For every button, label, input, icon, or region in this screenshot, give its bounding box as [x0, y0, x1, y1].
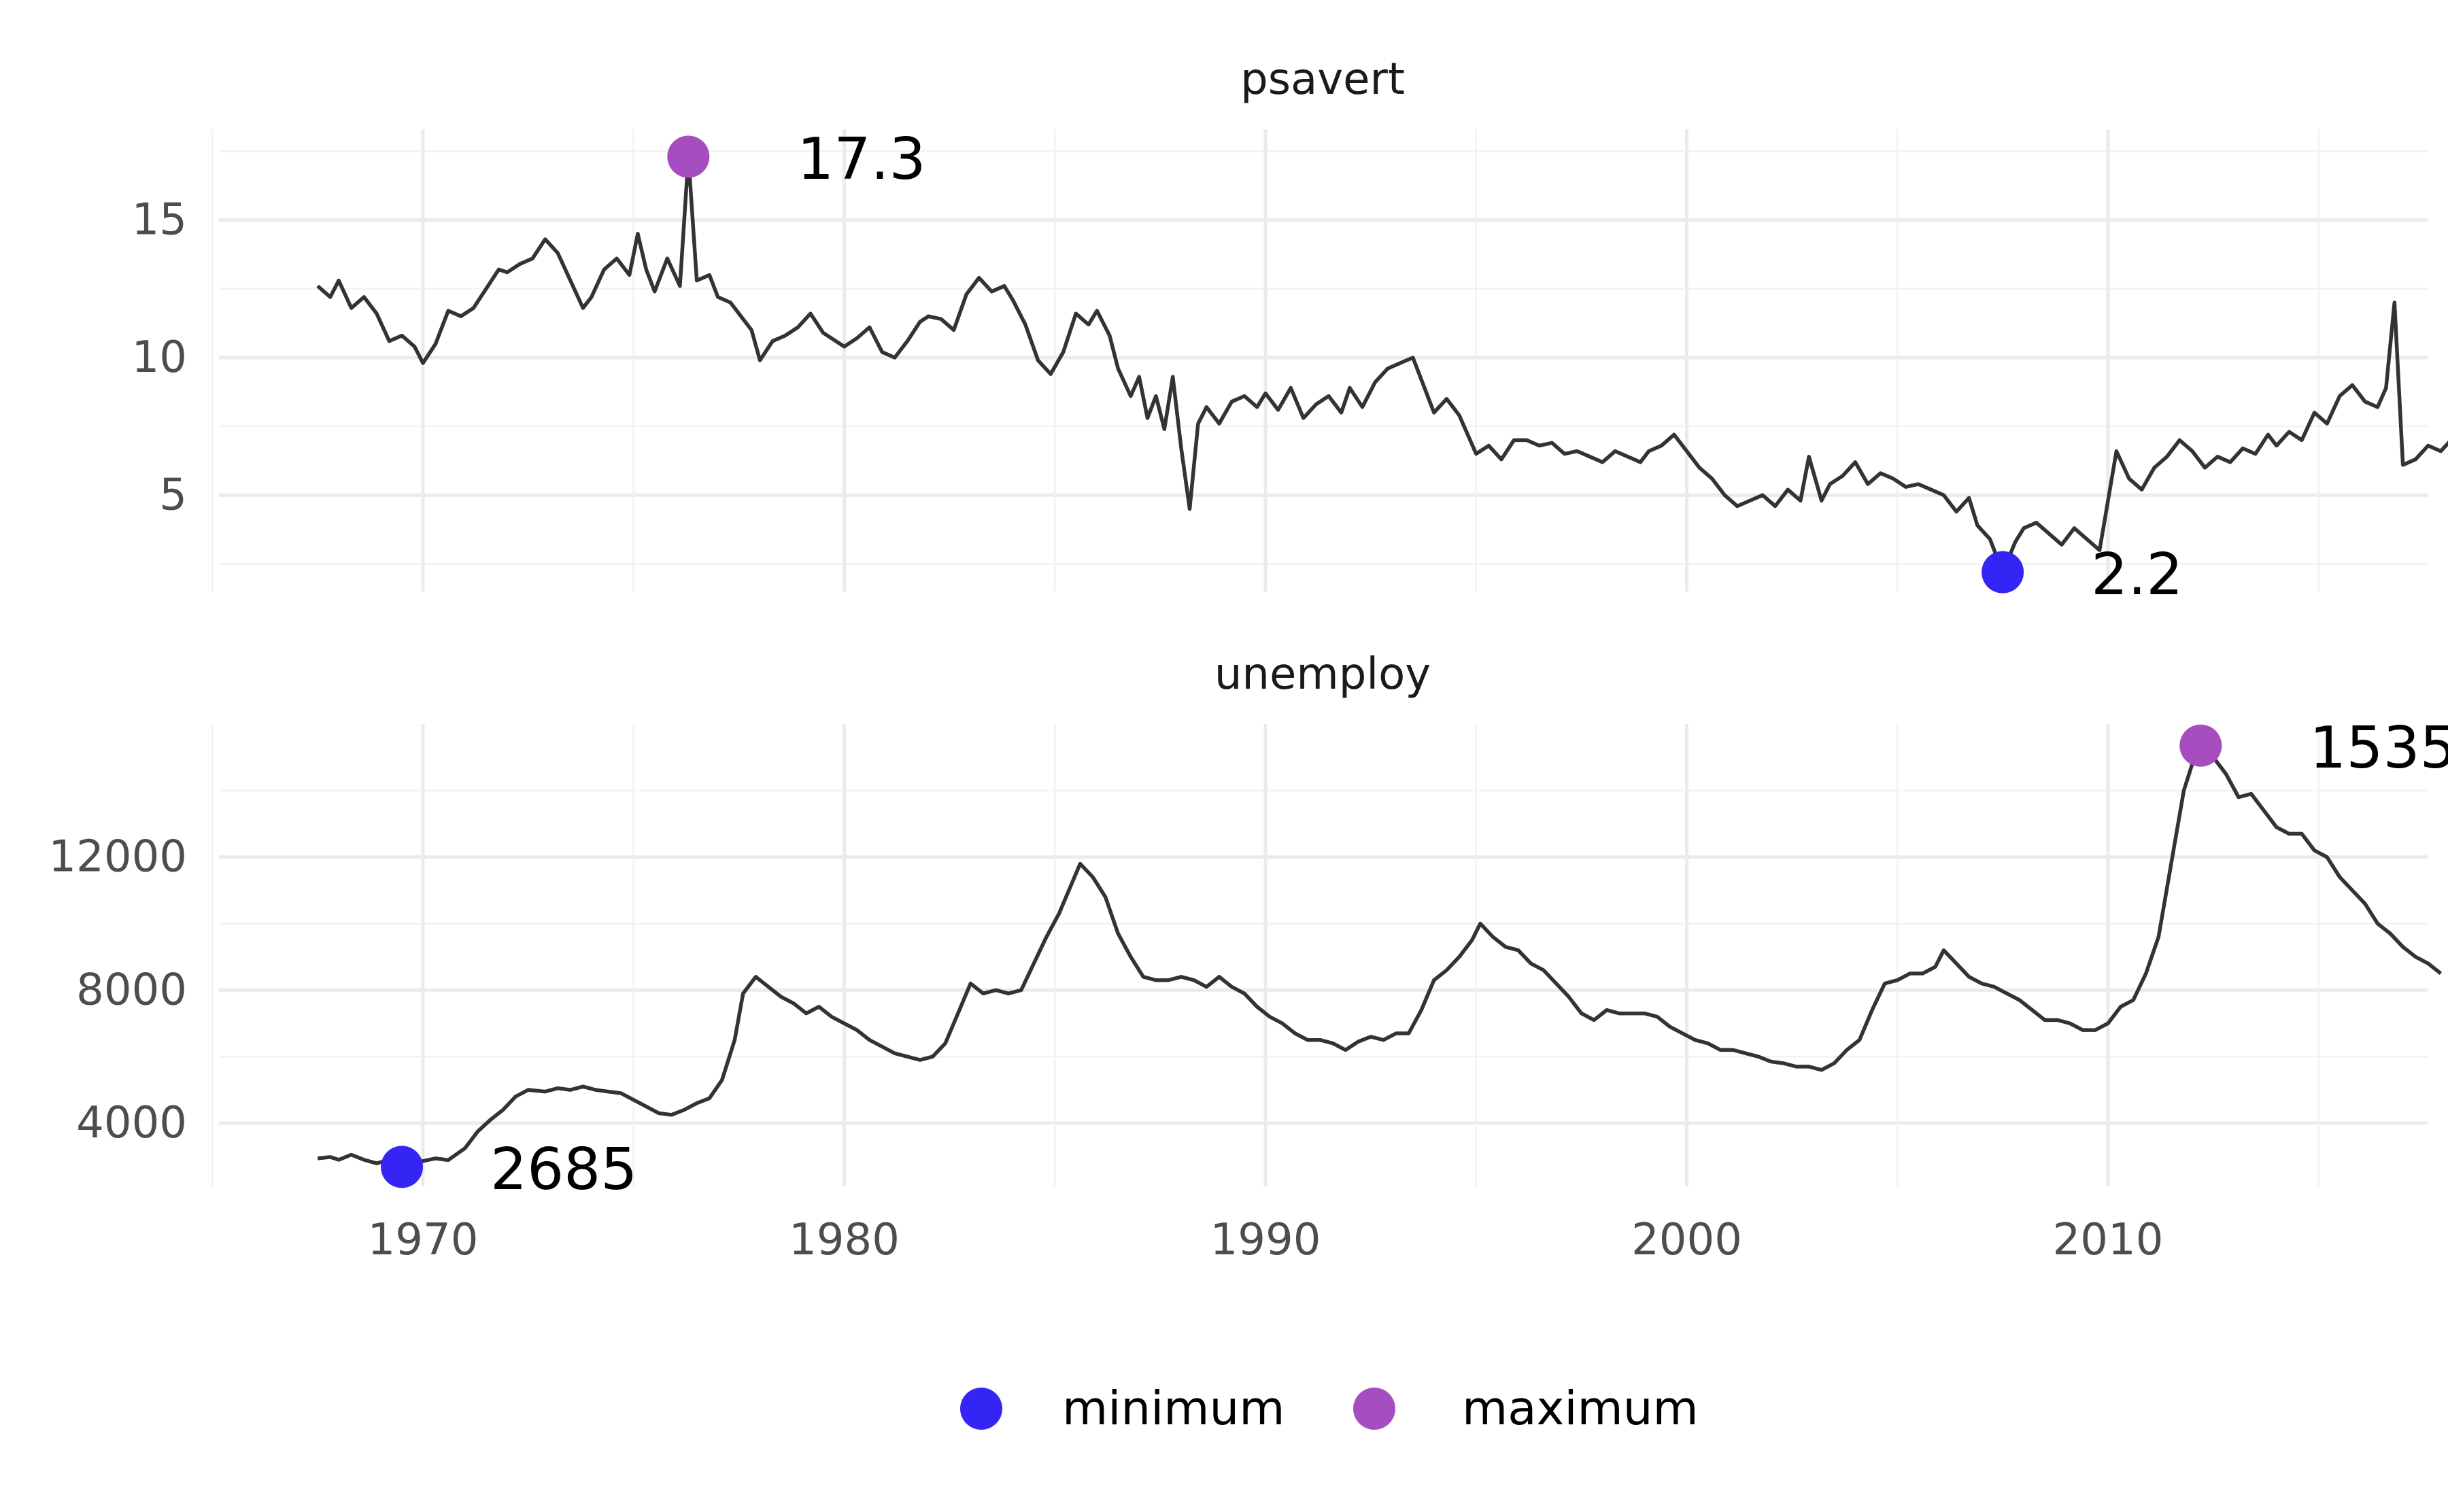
- minimum-point-psavert: [1982, 551, 2024, 594]
- minimum-label-psavert: 2.2: [2091, 541, 2183, 608]
- maximum-point-psavert: [667, 135, 710, 178]
- x-tick-label: 1970: [368, 1215, 479, 1265]
- y-tick-label: 4000: [76, 1098, 187, 1148]
- series-line-unemploy: [317, 743, 2443, 1169]
- x-tick-label: 1980: [789, 1215, 900, 1265]
- x-tick-label: 1990: [1210, 1215, 1321, 1265]
- legend: minimum maximum: [960, 1381, 1699, 1436]
- legend-key-minimum: [960, 1388, 1002, 1430]
- legend-label-maximum: maximum: [1462, 1381, 1699, 1436]
- series-line-psavert: [316, 154, 2448, 574]
- maximum-label-psavert: 17.3: [797, 126, 925, 193]
- legend-label-minimum: minimum: [1062, 1381, 1285, 1436]
- gridlines-psavert: [211, 129, 2428, 591]
- legend-key-maximum: [1353, 1388, 1395, 1430]
- maximum-label-unemploy: 15352: [2309, 715, 2448, 782]
- y-tick-label: 8000: [76, 965, 187, 1015]
- panel-psavert: psavert 5 10 15 2.2 17.3: [132, 54, 2448, 608]
- strip-label-psavert: psavert: [1240, 54, 1405, 105]
- x-tick-label: 2000: [1631, 1215, 1742, 1265]
- y-tick-label: 10: [132, 332, 187, 383]
- x-tick-label: 2010: [2053, 1215, 2164, 1265]
- y-tick-label: 12000: [48, 832, 187, 882]
- minimum-label-unemploy: 2685: [490, 1136, 637, 1203]
- y-tick-label: 15: [132, 195, 187, 245]
- y-axis-ticks-unemploy: 4000 8000 12000: [48, 832, 187, 1148]
- maximum-point-unemploy: [2179, 724, 2222, 767]
- y-axis-ticks-psavert: 5 10 15: [132, 195, 187, 521]
- y-tick-label: 5: [159, 470, 187, 520]
- gridlines-unemploy: [211, 724, 2428, 1186]
- minimum-point-unemploy: [381, 1146, 424, 1188]
- strip-label-unemploy: unemploy: [1214, 649, 1431, 700]
- x-axis-ticks: 1970 1980 1990 2000 2010: [368, 1215, 2164, 1265]
- panel-unemploy: unemploy 4000 8000 12000 2685 15352: [48, 649, 2448, 1203]
